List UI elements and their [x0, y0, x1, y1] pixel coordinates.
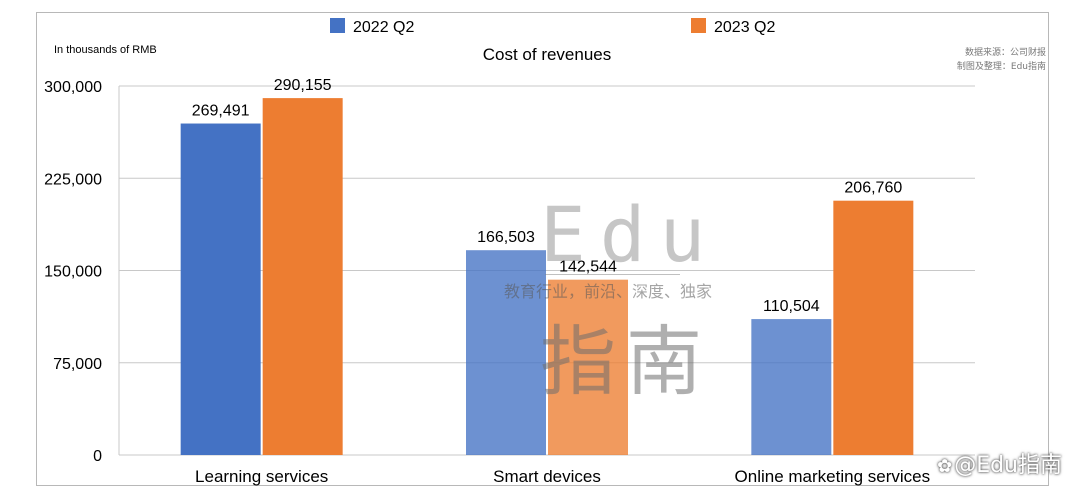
bar: [833, 200, 914, 455]
legend-swatch: [691, 18, 706, 33]
y-tick-label: 0: [93, 448, 102, 465]
x-tick-label: Online marketing services: [735, 467, 931, 486]
bar: [751, 319, 832, 455]
y-tick-label: 225,000: [44, 171, 102, 188]
paw-icon: ✿: [937, 456, 953, 477]
corner-watermark-text: @Edu指南: [954, 453, 1062, 478]
bar: [180, 123, 261, 456]
legend-swatch: [330, 18, 345, 33]
bar: [262, 98, 343, 456]
data-label: 206,760: [844, 180, 902, 197]
legend-label: 2023 Q2: [714, 19, 775, 36]
data-label: 142,544: [559, 259, 617, 276]
watermark-tagline: 教育行业，前沿、深度、独家: [504, 282, 713, 301]
credit-line: 制图及整理：Edu指南: [956, 62, 1046, 72]
bar: [466, 250, 546, 455]
source-note: 数据来源：公司财报 制图及整理：Edu指南: [957, 46, 1046, 74]
data-label: 166,503: [477, 229, 535, 246]
y-tick-label: 300,000: [44, 79, 102, 96]
watermark-chinese: 指南: [540, 317, 712, 406]
corner-watermark: ✿@Edu指南: [937, 447, 1062, 479]
data-label: 110,504: [763, 298, 820, 315]
watermark-divider: [545, 274, 680, 275]
y-tick-label: 150,000: [44, 264, 102, 281]
legend-label: 2022 Q2: [353, 19, 414, 36]
chart-title: Cost of revenues: [483, 45, 612, 64]
source-line: 数据来源：公司财报: [964, 48, 1046, 58]
x-tick-label: Learning services: [195, 467, 328, 486]
data-label: 269,491: [192, 103, 250, 120]
watermark-edu: Edu: [540, 190, 720, 279]
unit-label: In thousands of RMB: [54, 44, 157, 56]
x-tick-label: Smart devices: [493, 467, 601, 486]
data-label: 290,155: [274, 77, 332, 94]
y-tick-label: 75,000: [53, 356, 102, 373]
bar: [548, 279, 628, 455]
